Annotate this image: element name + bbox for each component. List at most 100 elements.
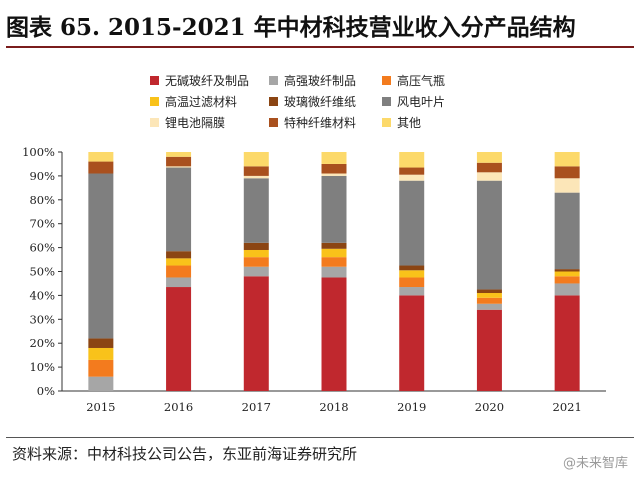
bar-segment — [476, 309, 502, 391]
bar-segment — [476, 289, 502, 294]
legend-label: 其他 — [397, 116, 421, 130]
y-tick-label: 60% — [29, 241, 55, 255]
bar-segment — [554, 271, 580, 277]
bar-segment — [243, 152, 269, 167]
bar-segment — [243, 166, 269, 176]
bar-segment — [476, 162, 502, 173]
bar-segment — [243, 276, 269, 391]
legend-label: 高强玻纤制品 — [284, 73, 356, 88]
bar-segment — [166, 152, 192, 157]
bar-segment — [88, 338, 114, 348]
bar-segment — [321, 163, 347, 174]
bar-segment — [321, 152, 347, 164]
bar-segment — [88, 161, 114, 174]
legend-label: 锂电池隔膜 — [165, 115, 225, 130]
bar-segment — [243, 266, 269, 277]
legend-label: 玻璃微纤维纸 — [284, 95, 356, 109]
watermark: @未来智库 — [562, 456, 628, 471]
bar-segment — [476, 303, 502, 310]
x-tick-label: 2015 — [86, 400, 115, 414]
bar-segment — [554, 276, 580, 284]
bar-segment — [399, 167, 425, 175]
x-tick-label: 2019 — [397, 400, 426, 414]
y-tick-label: 30% — [29, 312, 55, 326]
bar-segment — [399, 295, 425, 391]
x-axis: 2015 2016 2017 2018 2019 2020 2021 — [86, 400, 582, 414]
bar-segment — [321, 242, 347, 249]
y-tick-label: 50% — [29, 265, 55, 279]
bar-segment — [476, 152, 502, 163]
bar-segment — [166, 166, 192, 168]
bar-segment — [321, 257, 347, 267]
bar-segment — [166, 258, 192, 266]
bar-segment — [399, 152, 425, 168]
bar-segment — [321, 175, 347, 243]
bar-segment — [476, 172, 502, 181]
legend-swatch — [382, 118, 391, 127]
y-tick-label: 100% — [22, 145, 55, 159]
legend-swatch — [150, 97, 159, 106]
bar-segment — [554, 178, 580, 193]
source-note: 资料来源：中材科技公司公告，东亚前海证券研究所 — [12, 445, 358, 463]
legend-swatch — [269, 97, 278, 106]
bars — [88, 152, 580, 391]
bar-segment — [166, 287, 192, 391]
bar-segment — [321, 277, 347, 391]
bar-segment — [399, 270, 425, 278]
bar-segment — [166, 251, 192, 259]
title-divider — [6, 46, 634, 48]
bar-segment — [321, 248, 347, 258]
bar-segment — [399, 265, 425, 271]
y-tick-label: 20% — [29, 336, 55, 350]
bar-segment — [166, 167, 192, 252]
bar-segment — [399, 277, 425, 288]
legend-swatch — [382, 97, 391, 106]
bar-segment — [321, 173, 347, 176]
x-tick-label: 2020 — [475, 400, 504, 414]
bar-segment — [554, 152, 580, 167]
x-tick-label: 2018 — [319, 400, 348, 414]
bar-segment — [476, 297, 502, 304]
bar-segment — [88, 347, 114, 360]
bar-segment — [88, 152, 114, 162]
legend-swatch — [150, 76, 159, 85]
bar-segment — [166, 265, 192, 278]
x-tick-label: 2021 — [553, 400, 582, 414]
bar-segment — [243, 178, 269, 243]
bar-segment — [399, 180, 425, 266]
bar-segment — [321, 266, 347, 278]
legend-label: 高温过滤材料 — [165, 94, 237, 109]
bar-segment — [554, 269, 580, 272]
bar-segment — [399, 287, 425, 296]
bar-segment — [399, 174, 425, 181]
x-tick-label: 2017 — [242, 400, 271, 414]
bar-segment — [554, 166, 580, 179]
legend-swatch — [269, 118, 278, 127]
y-tick-label: 10% — [29, 360, 55, 374]
bar-segment — [554, 283, 580, 296]
x-tick-label: 2016 — [164, 400, 193, 414]
bar-segment — [476, 180, 502, 290]
bar-segment — [243, 257, 269, 267]
bar-segment — [88, 173, 114, 339]
y-tick-label: 90% — [29, 169, 55, 183]
y-tick-label: 80% — [29, 193, 55, 207]
bar-segment — [88, 376, 114, 391]
bar-segment — [243, 249, 269, 258]
legend-label: 风电叶片 — [397, 95, 445, 109]
legend-label: 高压气瓶 — [397, 73, 445, 88]
legend-label: 无碱玻纤及制品 — [165, 74, 249, 88]
legend-label: 特种纤维材料 — [284, 115, 356, 130]
y-tick-label: 70% — [29, 217, 55, 231]
legend-swatch — [150, 118, 159, 127]
bar-segment — [554, 192, 580, 270]
y-tick-label: 40% — [29, 288, 55, 302]
bar-segment — [476, 293, 502, 298]
bar-segment — [243, 175, 269, 179]
bar-segment — [88, 359, 114, 377]
legend-swatch — [269, 76, 278, 85]
bar-segment — [554, 295, 580, 391]
y-tick-label: 0% — [37, 384, 55, 398]
